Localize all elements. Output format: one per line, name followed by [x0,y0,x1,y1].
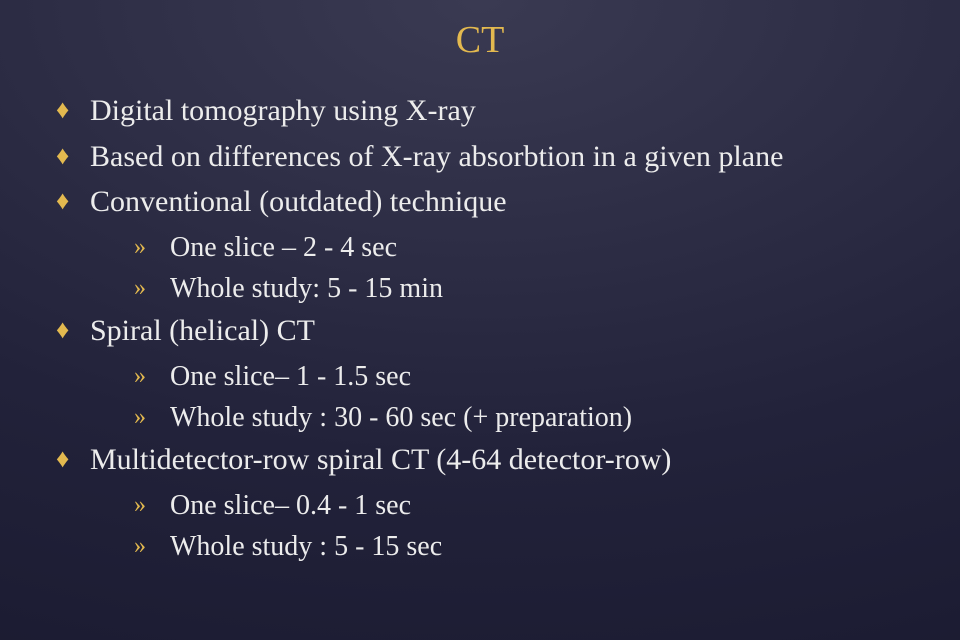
slide: CT ♦ Digital tomography using X-ray ♦ Ba… [0,0,960,640]
diamond-icon: ♦ [56,441,90,476]
raquo-icon: » [134,487,170,521]
list-subitem: » One slice– 1 - 1.5 sec [134,358,920,396]
list-item: ♦ Spiral (helical) CT [56,312,920,350]
list-subitem-text: Whole study: 5 - 15 min [170,270,443,308]
diamond-icon: ♦ [56,183,90,218]
list-subitem: » Whole study : 30 - 60 sec (+ preparati… [134,399,920,437]
slide-body: ♦ Digital tomography using X-ray ♦ Based… [56,92,920,570]
list-item: ♦ Digital tomography using X-ray [56,92,920,130]
raquo-icon: » [134,229,170,263]
diamond-icon: ♦ [56,312,90,347]
list-subitem-text: One slice– 0.4 - 1 sec [170,487,411,525]
list-subitem-text: One slice – 2 - 4 sec [170,229,397,267]
list-subitem: » One slice– 0.4 - 1 sec [134,487,920,525]
list-subitem: » One slice – 2 - 4 sec [134,229,920,267]
list-subitem-text: Whole study : 5 - 15 sec [170,528,442,566]
list-item-text: Conventional (outdated) technique [90,183,507,221]
slide-title: CT [0,18,960,62]
raquo-icon: » [134,358,170,392]
list-subitem-text: One slice– 1 - 1.5 sec [170,358,411,396]
list-subitem: » Whole study : 5 - 15 sec [134,528,920,566]
list-item-text: Multidetector-row spiral CT (4-64 detect… [90,441,671,479]
list-item: ♦ Based on differences of X-ray absorbti… [56,138,920,176]
raquo-icon: » [134,270,170,304]
diamond-icon: ♦ [56,92,90,127]
list-item-text: Digital tomography using X-ray [90,92,476,130]
raquo-icon: » [134,528,170,562]
list-item-text: Based on differences of X-ray absorbtion… [90,138,783,176]
list-item-text: Spiral (helical) CT [90,312,315,350]
list-item: ♦ Conventional (outdated) technique [56,183,920,221]
list-item: ♦ Multidetector-row spiral CT (4-64 dete… [56,441,920,479]
list-subitem-text: Whole study : 30 - 60 sec (+ preparation… [170,399,632,437]
list-subitem: » Whole study: 5 - 15 min [134,270,920,308]
diamond-icon: ♦ [56,138,90,173]
raquo-icon: » [134,399,170,433]
